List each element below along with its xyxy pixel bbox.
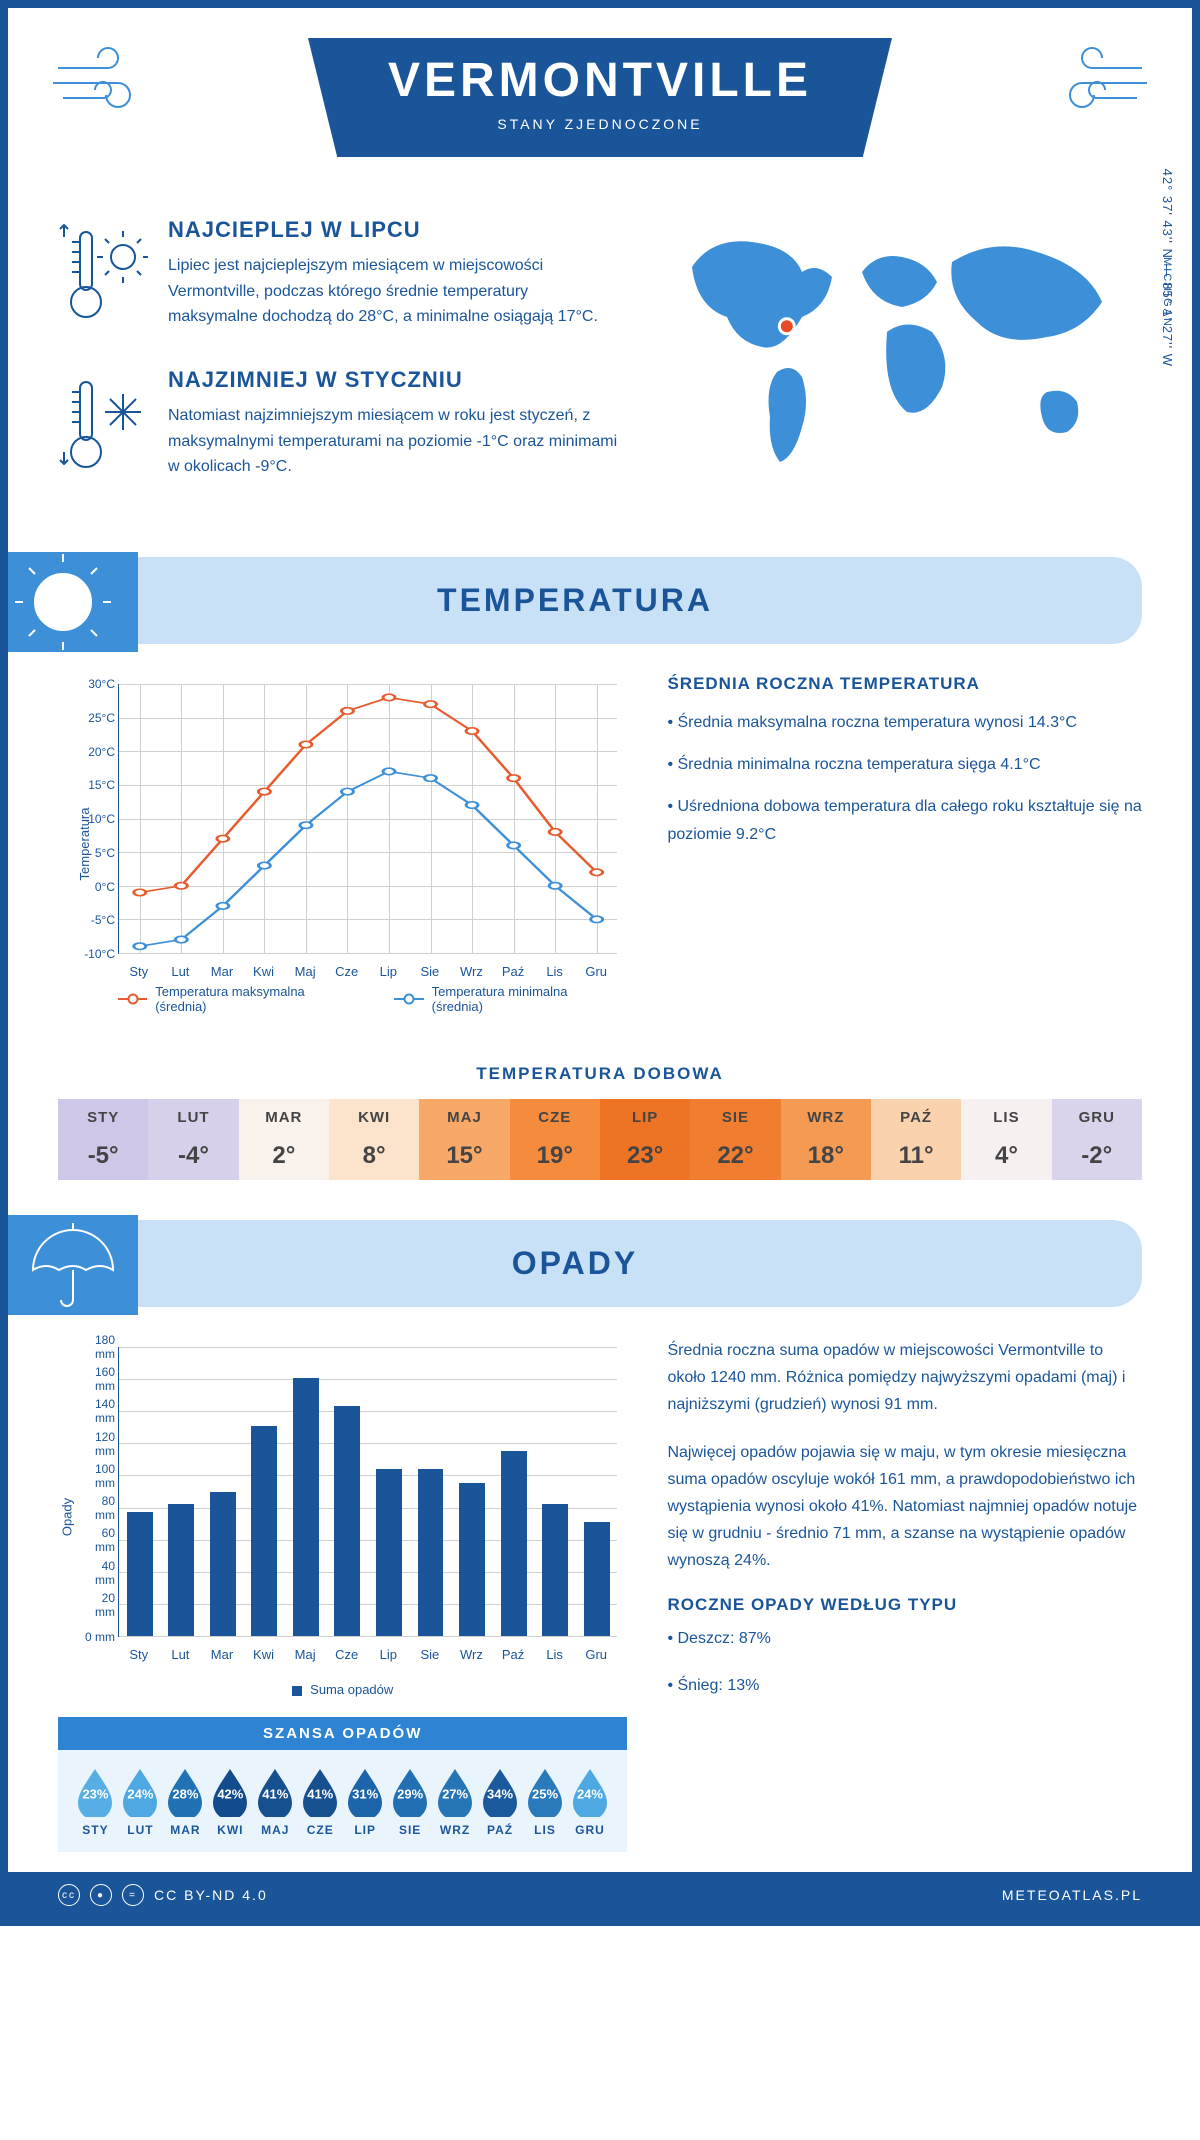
precip-bar <box>584 1522 610 1636</box>
country-subtitle: STANY ZJEDNOCZONE <box>388 116 812 132</box>
chance-item: 24% LUT <box>119 1765 161 1837</box>
chance-item: 24% GRU <box>569 1765 611 1837</box>
daily-cell: LUT-4° <box>148 1099 238 1180</box>
chance-item: 41% MAJ <box>254 1765 296 1837</box>
legend-min: #lm-min::after{border-color:#3d8fd8}Temp… <box>394 984 617 1014</box>
chance-item: 23% STY <box>74 1765 116 1837</box>
precip-chance-box: SZANSA OPADÓW 23% STY 24% LUT 28% MAR 42… <box>58 1717 627 1852</box>
precipitation-summary: Średnia roczna suma opadów w miejscowośc… <box>667 1337 1142 1852</box>
precipitation-title: OPADY <box>8 1245 1142 1282</box>
sun-icon <box>8 552 138 652</box>
temperature-title: TEMPERATURA <box>8 582 1142 619</box>
daily-cell: WRZ18° <box>781 1099 871 1180</box>
world-map: MICHIGAN 42° 37' 43'' N — 85° 1' 27'' W <box>662 217 1142 517</box>
temperature-banner: TEMPERATURA <box>8 557 1142 644</box>
chance-title: SZANSA OPADÓW <box>58 1717 627 1750</box>
precipitation-banner: OPADY <box>8 1220 1142 1307</box>
chance-item: 34% PAŹ <box>479 1765 521 1837</box>
precip-type: • Deszcz: 87% <box>667 1625 1142 1652</box>
warmest-text: Lipiec jest najcieplejszym miesiącem w m… <box>168 253 622 330</box>
precip-bar <box>418 1469 444 1636</box>
thermometer-sun-icon <box>58 217 148 332</box>
daily-cell: STY-5° <box>58 1099 148 1180</box>
coldest-block: NAJZIMNIEJ W STYCZNIU Natomiast najzimni… <box>58 367 622 482</box>
precip-type: • Śnieg: 13% <box>667 1672 1142 1699</box>
precip-bar <box>251 1426 277 1636</box>
world-map-svg <box>662 217 1142 477</box>
intro-section: NAJCIEPLEJ W LIPCU Lipiec jest najcieple… <box>8 207 1192 547</box>
temp-avg-heading: ŚREDNIA ROCZNA TEMPERATURA <box>667 674 1142 694</box>
site-name: METEOATLAS.PL <box>1002 1887 1142 1903</box>
precip-bar <box>542 1504 568 1636</box>
daily-cell: LIP23° <box>600 1099 690 1180</box>
header: VERMONTVILLE STANY ZJEDNOCZONE <box>8 8 1192 207</box>
daily-temp-table: STY-5°LUT-4°MAR2°KWI8°MAJ15°CZE19°LIP23°… <box>58 1099 1142 1180</box>
precip-bar <box>293 1378 319 1636</box>
warmest-title: NAJCIEPLEJ W LIPCU <box>168 217 622 243</box>
precip-legend: Suma opadów <box>58 1682 627 1697</box>
precip-ylabel: Opady <box>60 1498 75 1536</box>
legend-max: #lm-max::after{border-color:#e85b2e}Temp… <box>118 984 354 1014</box>
daily-cell: MAR2° <box>239 1099 329 1180</box>
by-icon: ● <box>90 1884 112 1906</box>
precip-bar <box>168 1504 194 1636</box>
temperature-summary: ŚREDNIA ROCZNA TEMPERATURA • Średnia mak… <box>667 674 1142 1014</box>
precip-bar <box>127 1512 153 1636</box>
temp-bullet: • Średnia maksymalna roczna temperatura … <box>667 709 1142 736</box>
chance-item: 41% CZE <box>299 1765 341 1837</box>
daily-cell: GRU-2° <box>1052 1099 1142 1180</box>
temperature-line-chart: Temperatura #lm-max::after{border-color:… <box>58 674 627 1014</box>
daily-cell: MAJ15° <box>419 1099 509 1180</box>
temp-bullet: • Średnia minimalna roczna temperatura s… <box>667 751 1142 778</box>
precip-type-heading: ROCZNE OPADY WEDŁUG TYPU <box>667 1595 1142 1615</box>
precip-p1: Średnia roczna suma opadów w miejscowośc… <box>667 1337 1142 1419</box>
chance-item: 31% LIP <box>344 1765 386 1837</box>
precip-bar <box>459 1483 485 1636</box>
thermometer-snow-icon <box>58 367 148 482</box>
precipitation-bar-chart: Opady Suma opadów 0 mm20 mm40 mm60 mm80 … <box>58 1337 627 1697</box>
precip-bar <box>501 1451 527 1636</box>
daily-temp-title: TEMPERATURA DOBOWA <box>8 1064 1192 1084</box>
license-text: CC BY-ND 4.0 <box>154 1887 268 1903</box>
coldest-text: Natomiast najzimniejszym miesiącem w rok… <box>168 403 622 480</box>
precip-p2: Najwięcej opadów pojawia się w maju, w t… <box>667 1439 1142 1575</box>
city-title: VERMONTVILLE <box>388 53 812 108</box>
nd-icon: = <box>122 1884 144 1906</box>
temp-bullet: • Uśredniona dobowa temperatura dla całe… <box>667 793 1142 847</box>
coldest-title: NAJZIMNIEJ W STYCZNIU <box>168 367 622 393</box>
daily-cell: LIS4° <box>961 1099 1051 1180</box>
daily-cell: SIE22° <box>690 1099 780 1180</box>
cc-icon: cc <box>58 1884 80 1906</box>
daily-cell: PAŹ11° <box>871 1099 961 1180</box>
footer: cc ● = CC BY-ND 4.0 METEOATLAS.PL <box>8 1872 1192 1918</box>
precip-bar <box>210 1492 236 1637</box>
chance-item: 42% KWI <box>209 1765 251 1837</box>
chance-item: 27% WRZ <box>434 1765 476 1837</box>
precip-bar <box>334 1406 360 1636</box>
chance-item: 29% SIE <box>389 1765 431 1837</box>
chance-item: 28% MAR <box>164 1765 206 1837</box>
daily-cell: KWI8° <box>329 1099 419 1180</box>
chance-item: 25% LIS <box>524 1765 566 1837</box>
wind-icon-right <box>1032 43 1152 123</box>
header-banner: VERMONTVILLE STANY ZJEDNOCZONE <box>308 38 892 157</box>
umbrella-icon <box>8 1215 138 1315</box>
wind-icon-left <box>48 43 168 123</box>
warmest-block: NAJCIEPLEJ W LIPCU Lipiec jest najcieple… <box>58 217 622 332</box>
daily-cell: CZE19° <box>510 1099 600 1180</box>
coords-label: 42° 37' 43'' N — 85° 1' 27'' W <box>1160 169 1175 367</box>
precip-bar <box>376 1469 402 1636</box>
